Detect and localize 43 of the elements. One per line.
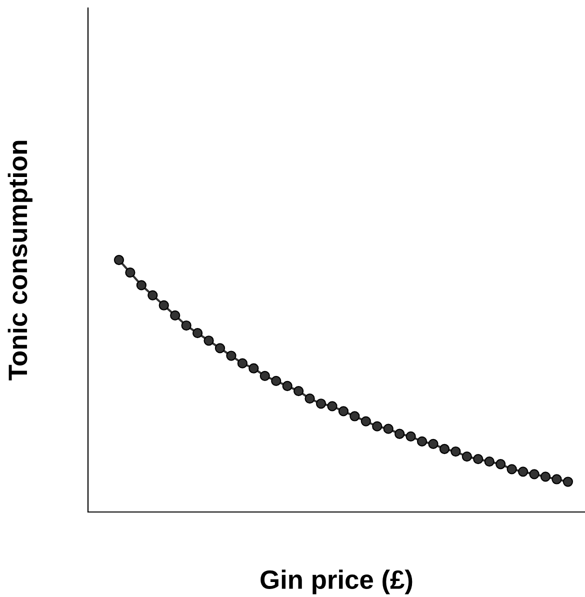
y-axis-title: Tonic consumption (8, 140, 32, 380)
point (293, 386, 304, 396)
point (327, 401, 338, 412)
point (450, 446, 461, 457)
point (350, 411, 360, 422)
x-axis-title: Gin price (£) (260, 570, 412, 594)
point (204, 336, 214, 346)
point (125, 268, 136, 278)
point (282, 380, 292, 392)
point (383, 424, 394, 434)
point (462, 451, 472, 462)
point (484, 456, 494, 467)
point (181, 320, 192, 331)
point (304, 394, 315, 404)
point (496, 459, 506, 470)
point (248, 363, 259, 374)
point (540, 472, 551, 482)
point (552, 474, 562, 484)
point (439, 444, 450, 454)
point (192, 328, 203, 338)
point (226, 350, 236, 361)
point (360, 416, 371, 426)
point (529, 469, 540, 480)
point (338, 406, 349, 416)
point (473, 454, 484, 464)
point (260, 370, 270, 381)
point (406, 431, 416, 442)
point (214, 343, 226, 354)
point (148, 290, 158, 300)
point (506, 464, 517, 474)
point (271, 376, 282, 386)
point (394, 428, 405, 439)
point (237, 358, 248, 368)
point (114, 254, 124, 266)
point (158, 300, 169, 310)
point (372, 421, 382, 432)
point (316, 398, 326, 409)
point (562, 476, 574, 487)
point (136, 280, 146, 290)
point (428, 438, 438, 450)
point (170, 310, 180, 321)
point (518, 466, 528, 477)
point (416, 436, 428, 447)
